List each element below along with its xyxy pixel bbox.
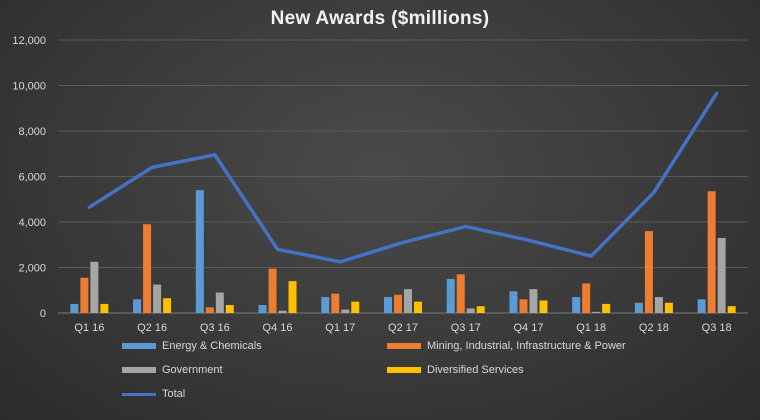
x-tick-label: Q1 18 [576, 322, 606, 334]
bar [466, 308, 475, 313]
bar-series [70, 190, 736, 313]
x-tick-label: Q4 16 [263, 322, 293, 334]
bar [509, 291, 518, 313]
bar [592, 311, 601, 313]
bar [163, 298, 172, 313]
gridlines [58, 39, 748, 314]
bar [634, 302, 643, 313]
y-tick-label: 12,000 [12, 35, 46, 47]
bar [717, 237, 726, 313]
y-tick-label: 10,000 [12, 81, 46, 93]
bar [727, 306, 736, 313]
bar [529, 289, 538, 313]
bar [321, 297, 330, 313]
bar [572, 297, 581, 313]
bar [539, 300, 548, 313]
bar [644, 231, 653, 313]
bar [697, 299, 706, 313]
x-axis-ticks: Q1 16 Q2 16 Q3 16 Q4 16 Q1 17 Q2 17 Q3 17 Q4 17… [74, 322, 731, 334]
bar [215, 292, 224, 313]
bar [205, 307, 214, 313]
bar [258, 305, 267, 313]
y-tick-label: 4,000 [18, 217, 46, 229]
bar [195, 190, 204, 313]
bar [414, 301, 422, 313]
x-tick-label: Q4 17 [513, 322, 543, 334]
x-tick-label: Q2 18 [639, 322, 669, 334]
bar [351, 301, 360, 313]
chart-title: New Awards ($millions) [270, 8, 490, 29]
bar [143, 224, 152, 313]
bar [288, 281, 297, 313]
bar [133, 299, 142, 313]
y-tick-label: 8,000 [18, 126, 46, 138]
bar [654, 297, 663, 313]
bar [225, 305, 234, 313]
y-tick-label: 6,000 [18, 172, 46, 184]
bar [664, 302, 673, 313]
x-tick-label: Q2 17 [388, 322, 418, 334]
line-series [87, 91, 719, 264]
total-line [87, 91, 719, 264]
x-tick-label: Q3 18 [702, 322, 732, 334]
bar [153, 284, 162, 313]
bar [384, 297, 392, 313]
x-tick-label: Q1 16 [74, 322, 104, 334]
x-tick-label: Q3 17 [451, 322, 481, 334]
bar [602, 303, 611, 313]
bar [456, 274, 465, 313]
bar [331, 293, 340, 313]
bar [582, 283, 591, 313]
y-axis-ticks: 0 2,000 4,000 6,000 8,000 10,000 12,000 [12, 35, 46, 320]
bar [446, 278, 455, 313]
bar [80, 277, 89, 313]
bar [341, 309, 350, 313]
x-tick-label: Q2 16 [137, 322, 167, 334]
bar [476, 306, 485, 313]
y-tick-label: 2,000 [18, 263, 46, 275]
bar [70, 303, 79, 313]
bar [404, 289, 412, 313]
bar [100, 303, 109, 313]
x-tick-label: Q1 17 [325, 322, 355, 334]
bar [519, 299, 528, 313]
y-tick-label: 0 [40, 308, 46, 320]
bar [90, 261, 99, 313]
bar [278, 310, 287, 313]
x-tick-label: Q3 16 [200, 322, 230, 334]
bar [268, 268, 277, 313]
bar [394, 294, 402, 313]
bar [707, 191, 716, 313]
